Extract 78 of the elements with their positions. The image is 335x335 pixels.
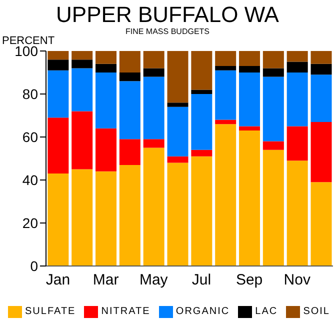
bar — [239, 72, 260, 126]
bar — [72, 60, 93, 68]
bar — [215, 124, 236, 266]
y-tick-label: 60 — [22, 128, 38, 145]
bar — [72, 51, 93, 60]
bar — [191, 150, 212, 156]
x-tick-label: Sep — [236, 272, 263, 289]
bar — [143, 148, 164, 266]
y-tick-label: 0 — [30, 258, 38, 274]
bar — [143, 76, 164, 140]
y-tick-label: 80 — [22, 86, 38, 102]
bar — [215, 120, 236, 124]
bar — [167, 51, 188, 103]
bar — [143, 139, 164, 148]
x-tick-label: Jan — [46, 272, 70, 289]
legend-label: SULFATE — [25, 306, 76, 318]
bar — [119, 139, 140, 165]
legend-label: LAC — [255, 306, 278, 318]
bar — [310, 74, 332, 122]
bar — [72, 169, 93, 266]
bar — [143, 51, 164, 68]
bar — [96, 171, 117, 266]
bar — [119, 72, 140, 82]
bar — [286, 72, 308, 126]
chart-subtitle: FINE MASS BUDGETS — [124, 27, 210, 36]
bar — [310, 51, 332, 64]
bar — [191, 90, 212, 94]
bar — [72, 111, 93, 170]
bar — [239, 66, 260, 72]
bar — [215, 70, 236, 120]
bar — [119, 81, 140, 140]
x-tick-label: Nov — [284, 272, 311, 289]
bar — [310, 122, 332, 182]
bar — [239, 126, 260, 131]
bar — [96, 51, 117, 64]
legend-label: ORGANIC — [176, 306, 230, 318]
bar — [48, 70, 69, 118]
bar — [262, 76, 284, 142]
bar — [262, 150, 284, 266]
bar — [143, 68, 164, 77]
bar — [119, 51, 140, 72]
bar — [262, 68, 284, 77]
x-tick-label: Jul — [192, 272, 212, 289]
bar — [48, 51, 69, 60]
legend-label: SOIL — [303, 306, 330, 318]
bar — [215, 66, 236, 70]
chart-title: UPPER BUFFALO WA — [55, 2, 280, 28]
bar — [262, 141, 284, 150]
bar — [286, 51, 308, 62]
bar — [167, 106, 188, 156]
x-tick-label: Mar — [92, 272, 119, 289]
bar — [191, 94, 212, 150]
bar — [48, 174, 69, 266]
y-tick-label: 20 — [22, 214, 38, 231]
bar — [96, 64, 117, 72]
bar — [286, 62, 308, 72]
y-axis-title: PERCENT — [2, 35, 55, 47]
bar — [215, 51, 236, 66]
bar — [96, 72, 117, 128]
bar — [72, 68, 93, 112]
y-tick-label: 40 — [22, 172, 38, 188]
bar — [286, 160, 308, 266]
bar — [167, 162, 188, 266]
bar — [96, 128, 117, 172]
bar — [239, 130, 260, 266]
x-tick-label: May — [139, 272, 168, 289]
bar — [167, 102, 188, 107]
bar — [286, 126, 308, 161]
bar — [191, 156, 212, 266]
bar — [262, 51, 284, 68]
bar — [310, 64, 332, 75]
legend-label: NITRATE — [101, 306, 150, 318]
bar — [167, 156, 188, 163]
bar — [119, 164, 140, 266]
bar — [310, 182, 332, 266]
bar — [239, 51, 260, 66]
bar — [191, 51, 212, 90]
bar — [48, 118, 69, 174]
